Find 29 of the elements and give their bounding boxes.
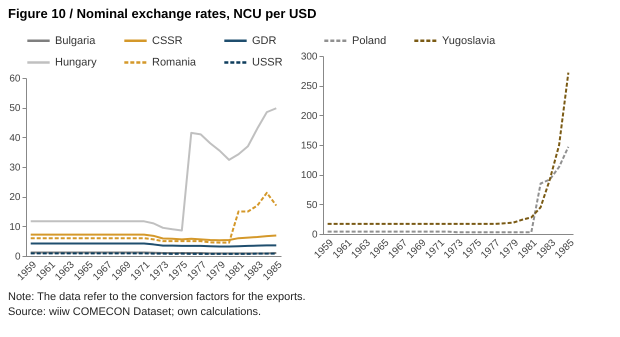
legend-label: Hungary xyxy=(55,56,98,68)
y-tick-label: 300 xyxy=(300,52,318,62)
y-tick-label: 200 xyxy=(300,110,318,122)
y-tick-label: 250 xyxy=(300,81,318,92)
y-tick-label: 30 xyxy=(9,162,21,174)
legend-label: Poland xyxy=(352,34,386,47)
y-tick-label: 50 xyxy=(9,103,21,114)
y-tick-label: 20 xyxy=(9,192,21,204)
legend-label: USSR xyxy=(252,56,283,68)
source-note: Source: wiiw COMECON Dataset; own calculations. xyxy=(8,305,262,320)
line-series xyxy=(326,72,570,225)
chart-title: Figure 10 / Nominal exchange rates, NCU per USD xyxy=(7,5,318,23)
y-tick-label: 0 xyxy=(312,230,318,240)
line-series xyxy=(326,146,570,234)
y-tick-label: 150 xyxy=(300,140,318,152)
y-tick-label: 60 xyxy=(9,74,21,84)
legend-label: Bulgaria xyxy=(55,34,96,47)
legend-label: Romania xyxy=(152,56,197,68)
line-series xyxy=(30,192,278,244)
y-tick-label: 50 xyxy=(306,200,318,211)
legend-label: CSSR xyxy=(152,34,183,47)
y-tick-label: 10 xyxy=(9,222,21,233)
legend-label: GDR xyxy=(252,34,276,47)
legend-label: Yugoslavia xyxy=(442,34,496,47)
text: Note: The data refer to the conversion factors for the exports. xyxy=(8,290,307,305)
line-series xyxy=(30,107,278,232)
y-tick-label: 40 xyxy=(9,132,21,144)
y-tick-label: 0 xyxy=(14,252,21,262)
y-tick-label: 100 xyxy=(300,170,318,182)
